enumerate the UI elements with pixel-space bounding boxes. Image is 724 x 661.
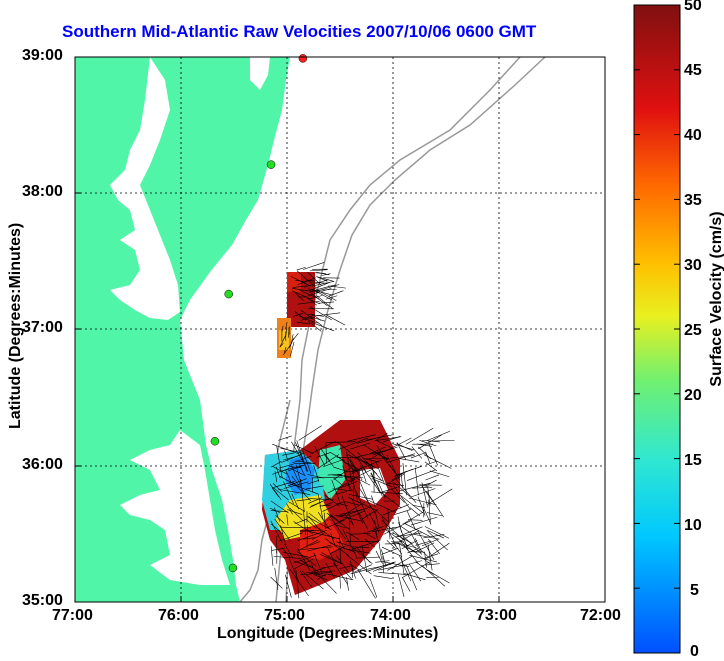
colorbar-tick-label: 5	[690, 582, 699, 600]
colorbar-tick-label: 25	[684, 322, 702, 340]
station-marker	[299, 54, 307, 62]
station-marker	[229, 564, 237, 572]
colorbar-tick-label: 40	[684, 127, 702, 145]
x-axis-label: Longitude (Degrees:Minutes)	[217, 625, 438, 643]
colorbar-title: Surface Velocity (cm/s)	[708, 199, 724, 399]
y-tick-label: 39:00	[22, 47, 63, 65]
colorbar-tick-label: 50	[684, 0, 702, 15]
y-tick-label: 36:00	[22, 456, 63, 474]
colorbar	[634, 5, 680, 653]
station-marker	[225, 290, 233, 298]
x-tick-label: 75:00	[264, 607, 305, 625]
colorbar-tick-label: 35	[684, 192, 702, 210]
colorbar-tick-label: 10	[684, 517, 702, 535]
y-tick-label: 37:00	[22, 319, 63, 337]
station-marker	[211, 437, 219, 445]
y-axis-label: Latitude (Degrees:Minutes)	[7, 249, 25, 429]
colorbar-tick-label: 45	[684, 62, 702, 80]
x-tick-label: 72:00	[580, 607, 621, 625]
colorbar-tick-label: 30	[684, 257, 702, 275]
colorbar-tick-label: 20	[684, 387, 702, 405]
x-tick-label: 74:00	[370, 607, 411, 625]
y-tick-label: 35:00	[22, 592, 63, 610]
y-tick-label: 38:00	[22, 183, 63, 201]
x-tick-label: 73:00	[476, 607, 517, 625]
colorbar-tick-label: 0	[690, 643, 699, 661]
x-tick-label: 76:00	[158, 607, 199, 625]
colorbar-tick-label: 15	[684, 452, 702, 470]
chart-title: Southern Mid-Atlantic Raw Velocities 200…	[62, 22, 536, 42]
station-marker	[267, 161, 275, 169]
